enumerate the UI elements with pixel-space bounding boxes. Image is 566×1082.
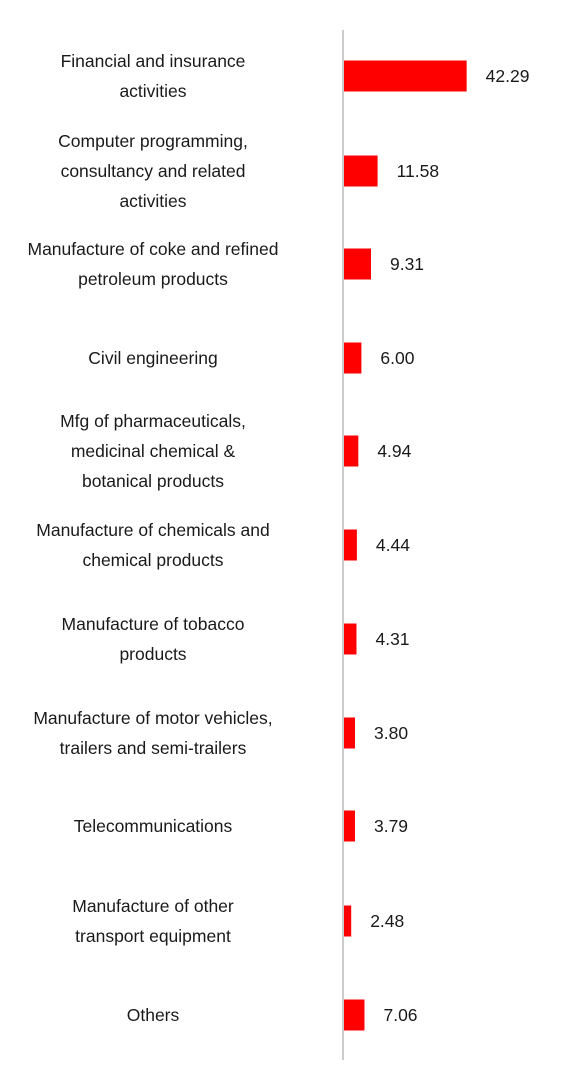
- data-label: 42.29: [485, 66, 530, 86]
- bar: [344, 342, 362, 374]
- data-label: 2.48: [370, 911, 405, 931]
- data-label: 11.58: [396, 161, 440, 181]
- data-label: 7.06: [383, 1005, 418, 1025]
- bar: [344, 999, 365, 1031]
- data-label: 4.44: [375, 535, 410, 555]
- data-label: 3.79: [373, 816, 409, 836]
- category-label: Manufacture of other transport equipment: [72, 896, 234, 946]
- category-label: Manufacture of coke and refined petroleu…: [27, 239, 279, 289]
- data-label: 4.31: [375, 629, 410, 649]
- bar: [344, 435, 359, 467]
- category-label: Others: [126, 1005, 180, 1025]
- category-label: Computer programming, consultancy and re…: [58, 131, 248, 211]
- category-label: Manufacture of tobacco products: [61, 614, 245, 664]
- bar: [344, 623, 357, 655]
- category-label: Financial and insurance activities: [60, 51, 246, 101]
- data-label: 4.94: [377, 441, 412, 461]
- category-label: Mfg of pharmaceuticals, medicinal chemic…: [60, 411, 246, 491]
- data-label: 6.00: [380, 348, 415, 368]
- bar: [344, 810, 355, 842]
- category-label: Civil engineering: [88, 348, 218, 368]
- data-label: 9.31: [389, 254, 425, 274]
- bar: [344, 60, 467, 92]
- bar: [344, 155, 378, 187]
- bar: [344, 248, 371, 280]
- bar: [344, 905, 352, 937]
- category-label: Telecommunications: [73, 816, 233, 836]
- bar: [344, 717, 356, 749]
- bar: [344, 529, 357, 561]
- category-label: Manufacture of chemicals and chemical pr…: [36, 520, 270, 570]
- data-label: 3.80: [374, 723, 409, 743]
- category-label: Manufacture of motor vehicles, trailers …: [33, 708, 273, 758]
